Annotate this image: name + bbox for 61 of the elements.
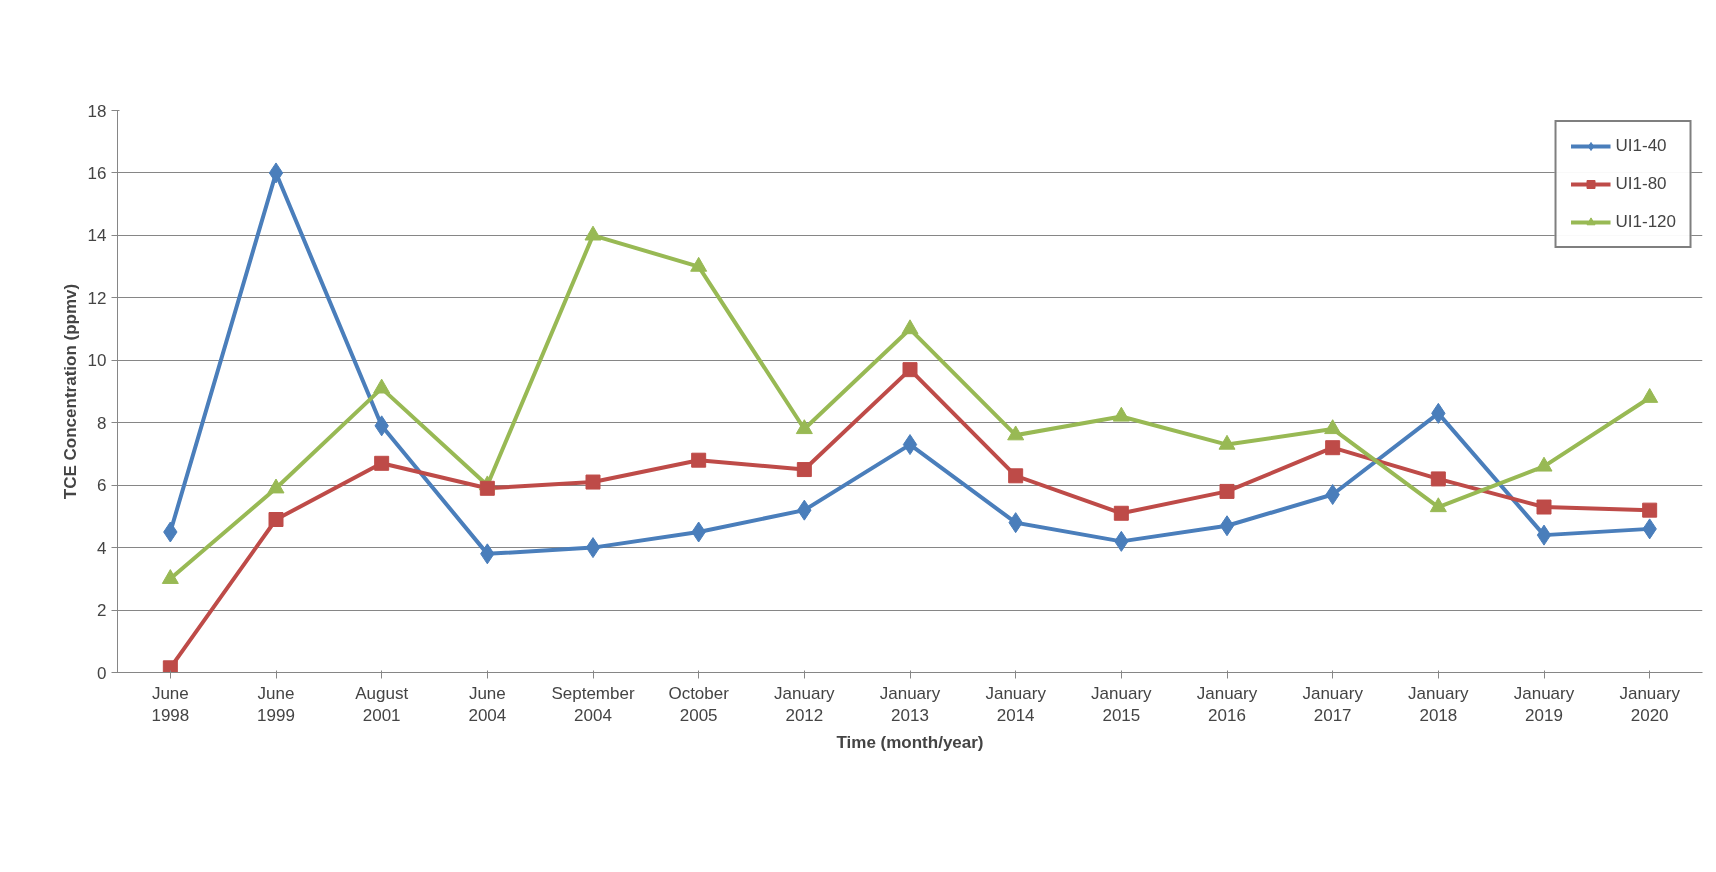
legend-label: UI1-80 [1615, 174, 1667, 194]
y-tick-label: 4 [97, 538, 107, 558]
point [690, 256, 708, 272]
point [585, 537, 601, 559]
y-tick-label: 10 [87, 351, 107, 371]
point [1219, 483, 1235, 499]
point [1007, 425, 1025, 441]
point [1429, 497, 1447, 513]
x-axis-title: Time (month/year) [836, 733, 984, 753]
point [1536, 524, 1552, 546]
point [1642, 502, 1658, 518]
x-tick-label: June 1999 [257, 683, 295, 726]
point [267, 478, 285, 494]
y-tick-label: 8 [97, 413, 107, 433]
point [1325, 440, 1341, 456]
x-tick-label: January 2019 [1513, 683, 1575, 726]
y-tick-label: 18 [87, 101, 107, 121]
x-tick-label: September 2004 [551, 683, 635, 726]
point [1008, 468, 1024, 484]
x-tick-label: January 2017 [1302, 683, 1364, 726]
y-axis-title: TCE Concentration (ppmv) [60, 283, 80, 500]
point [1641, 388, 1659, 403]
point [1218, 434, 1236, 450]
point [901, 319, 919, 335]
point [584, 225, 602, 241]
y-tick-label: 2 [97, 601, 107, 621]
point [373, 378, 391, 394]
x-tick-label: January 2012 [774, 683, 836, 726]
x-tick-label: January 2015 [1091, 683, 1153, 726]
point [1535, 456, 1553, 472]
x-tick-label: January 2014 [985, 683, 1047, 726]
x-tick-label: January 2018 [1408, 683, 1470, 726]
legend-label: UI1-120 [1615, 212, 1676, 232]
point [479, 480, 495, 496]
x-tick-label: June 2004 [468, 683, 507, 726]
x-tick-label: January 2020 [1619, 683, 1681, 726]
point [268, 512, 284, 528]
point [691, 452, 707, 468]
point [902, 434, 918, 456]
point [1324, 419, 1342, 435]
point [902, 362, 918, 378]
x-tick-label: October 2005 [668, 683, 730, 726]
point [796, 462, 812, 478]
x-tick-label: August 2001 [355, 683, 409, 726]
y-tick-label: 14 [87, 226, 107, 246]
point [795, 419, 813, 435]
point [1219, 515, 1235, 537]
x-tick-label: June 1998 [151, 683, 190, 726]
point [1430, 471, 1446, 487]
x-tick-label: January 2013 [879, 683, 941, 726]
legend-label: UI1-40 [1615, 136, 1667, 156]
point [1112, 406, 1130, 422]
y-tick-label: 16 [87, 163, 107, 183]
point [1536, 499, 1552, 515]
y-tick-label: 12 [87, 288, 107, 308]
y-tick-label: 6 [97, 476, 107, 496]
point [585, 474, 601, 490]
y-tick-label: 0 [97, 663, 107, 683]
point [1113, 505, 1129, 521]
point [374, 455, 390, 471]
x-tick-label: January 2016 [1196, 683, 1258, 726]
